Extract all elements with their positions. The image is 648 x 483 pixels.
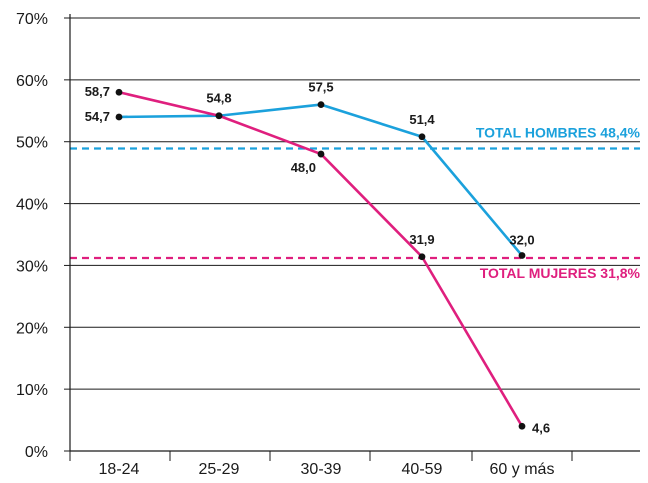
data-label-hombres: 57,5 <box>308 80 333 95</box>
reference-lines: TOTAL HOMBRES 48,4% TOTAL MUJERES 31,8% <box>70 125 641 281</box>
x-tick-label: 30-39 <box>301 461 342 478</box>
y-tick-label: 10% <box>16 382 48 399</box>
data-point-hombres <box>418 133 426 141</box>
data-point-mujeres <box>317 150 325 158</box>
series-line-mujeres <box>118 90 524 427</box>
data-label-hombres: 32,0 <box>509 233 534 248</box>
data-point-mujeres <box>418 253 426 261</box>
data-point-hombres <box>115 113 123 121</box>
y-tick-label: 0% <box>25 444 48 461</box>
x-tick-labels: 18-24 25-29 30-39 40-59 60 y más <box>99 461 555 478</box>
x-axis-separators <box>69 451 573 461</box>
series-lines <box>118 90 524 427</box>
series-line-hombres <box>118 103 523 257</box>
data-point-mujeres <box>215 112 223 120</box>
x-tick-label: 40-59 <box>402 461 443 478</box>
y-tick-label: 60% <box>16 73 48 90</box>
data-label-mujeres: 31,9 <box>409 232 434 247</box>
axes <box>69 14 640 452</box>
data-points <box>115 88 526 430</box>
x-tick-label: 60 y más <box>490 461 555 478</box>
x-tick-label: 18-24 <box>99 461 140 478</box>
data-label-hombres: 54,7 <box>85 109 110 124</box>
x-tick-label: 25-29 <box>199 461 240 478</box>
data-point-hombres <box>317 101 325 108</box>
y-tick-label: 30% <box>16 258 48 275</box>
reference-line-label: TOTAL HOMBRES 48,4% <box>476 125 641 141</box>
y-tick-labels: 0% 10% 20% 30% 40% 50% 60% 70% <box>16 11 70 461</box>
data-point-mujeres <box>518 422 526 430</box>
reference-line-label: TOTAL MUJERES 31,8% <box>480 265 641 281</box>
data-point-hombres <box>518 252 526 259</box>
data-label-mujeres: 48,0 <box>291 160 316 175</box>
data-point-mujeres <box>115 88 123 96</box>
data-label-mujeres: 4,6 <box>532 420 550 435</box>
y-tick-label: 40% <box>16 197 48 214</box>
data-labels: 54,7 54,8 57,5 51,4 32,0 58,7 48,0 31,9 4,6 <box>85 80 550 436</box>
y-tick-label: 50% <box>16 135 48 152</box>
y-tick-label: 20% <box>16 320 48 337</box>
y-tick-label: 70% <box>16 11 48 28</box>
data-label-hombres: 54,8 <box>206 91 231 106</box>
data-label-hombres: 51,4 <box>409 112 435 127</box>
data-label-mujeres: 58,7 <box>85 84 110 99</box>
gridlines <box>70 17 640 390</box>
